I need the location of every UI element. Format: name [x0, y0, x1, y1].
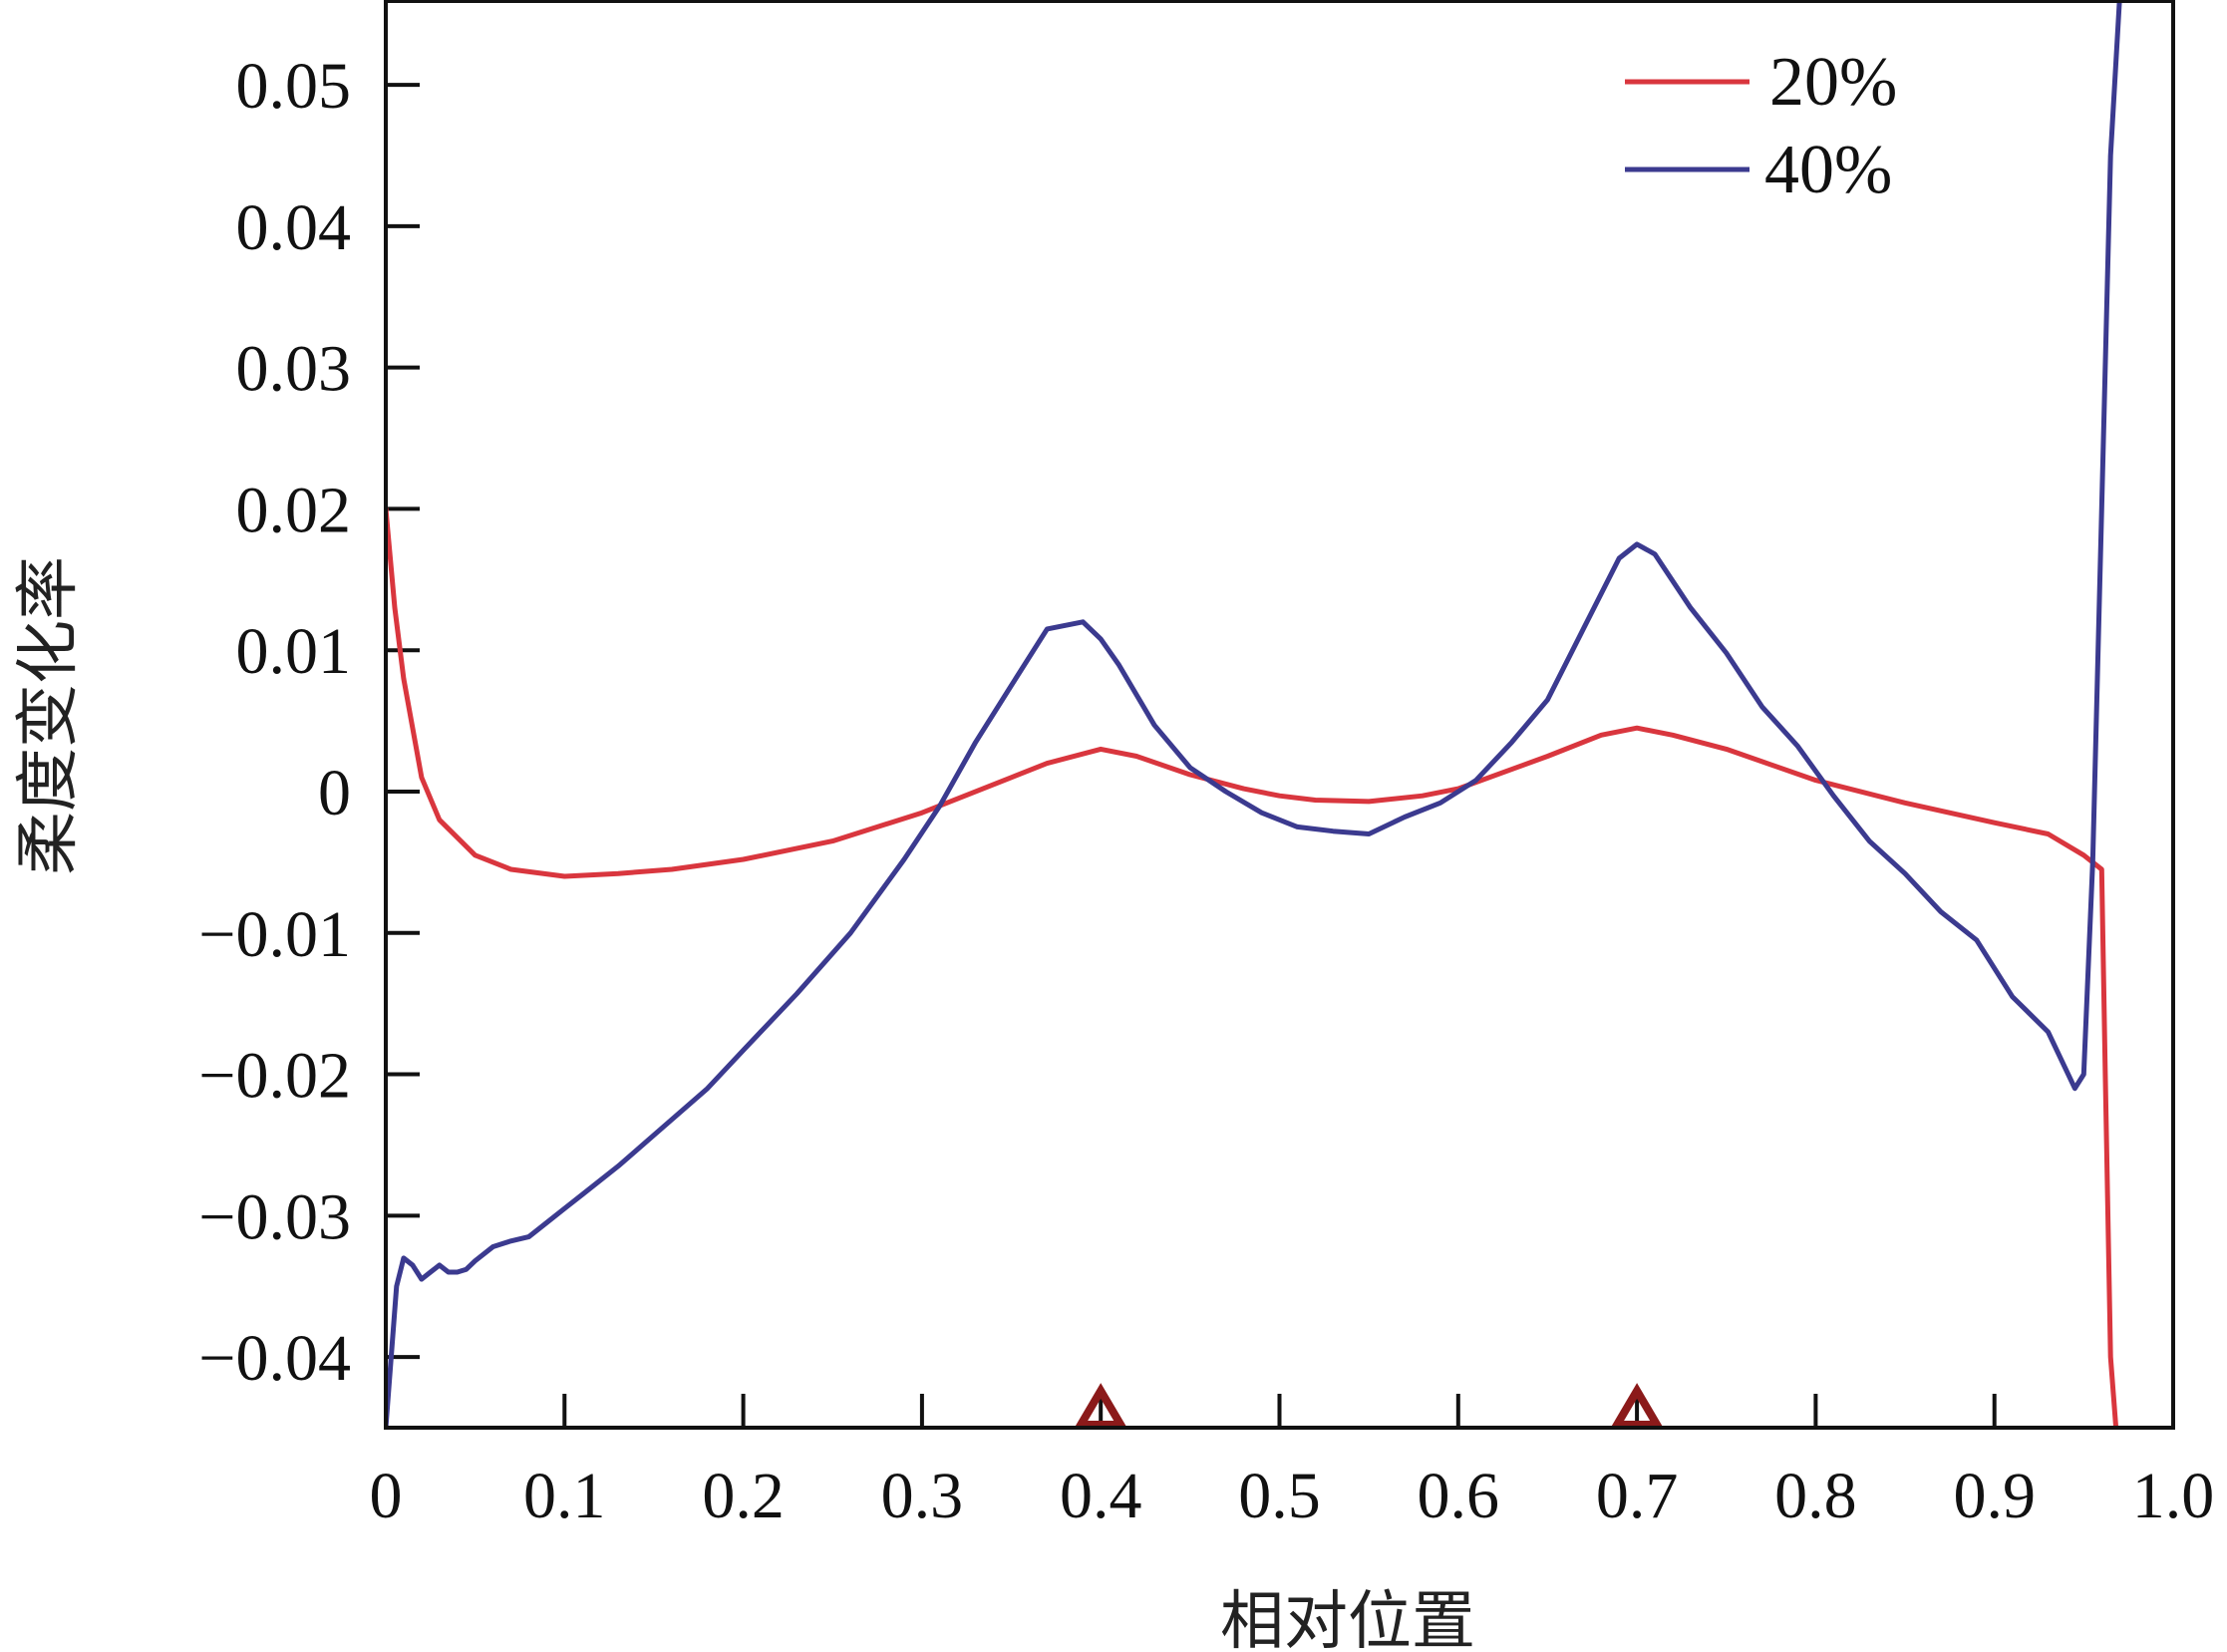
series-lines [386, 0, 2122, 1428]
x-tick-label: 0.4 [1060, 1460, 1142, 1532]
y-tick-label: −0.01 [198, 898, 351, 971]
y-tick-label: 0.03 [236, 333, 352, 406]
x-tick-label: 0.1 [523, 1460, 606, 1532]
position-markers [1074, 1383, 1665, 1429]
x-tick-label: 0.8 [1774, 1460, 1857, 1532]
legend-label-20: 20% [1769, 44, 1897, 121]
x-tick-label: 0.6 [1418, 1460, 1500, 1532]
y-tick-labels: −0.04 −0.03 −0.02 −0.01 0 0.01 0.02 0.03 0.04 0.0… [198, 50, 351, 1395]
legend: 20% 40% [1625, 44, 1897, 208]
series-line-40pct [386, 0, 2122, 1428]
x-tick-label: 0.5 [1238, 1460, 1321, 1532]
y-tick-label: 0.01 [236, 615, 352, 688]
plot-border [384, 0, 2175, 1430]
y-tick-label: 0.04 [236, 191, 352, 264]
y-tick-label: 0.05 [236, 50, 352, 123]
x-tick-label: 0.7 [1596, 1460, 1679, 1532]
legend-label-40: 40% [1764, 132, 1892, 208]
x-tick-labels: 0 0.1 0.2 0.3 0.4 0.5 0.6 0.7 0.8 0.9 1.0 [370, 1460, 2215, 1532]
triangle-marker [1074, 1383, 1128, 1429]
x-tick-label: 0.9 [1953, 1460, 2036, 1532]
x-tick-label: 0 [370, 1460, 403, 1532]
plot-frame [384, 0, 2175, 1430]
triangle-marker [1610, 1383, 1665, 1429]
y-tick-label: −0.03 [198, 1180, 351, 1253]
x-tick-label: 1.0 [2132, 1460, 2215, 1532]
axis-ticks [384, 83, 2175, 1428]
x-axis-title: 相对位置 [1220, 1585, 1475, 1652]
y-tick-label: 0 [318, 757, 351, 829]
x-tick-label: 0.2 [702, 1460, 785, 1532]
x-tick-label: 0.3 [881, 1460, 964, 1532]
y-axis-title: 柔度变化率 [12, 556, 86, 875]
y-tick-label: −0.02 [198, 1040, 351, 1113]
y-tick-label: 0.02 [236, 474, 352, 546]
y-tick-label: −0.04 [198, 1322, 351, 1395]
series-line-20pct [386, 505, 2119, 1428]
